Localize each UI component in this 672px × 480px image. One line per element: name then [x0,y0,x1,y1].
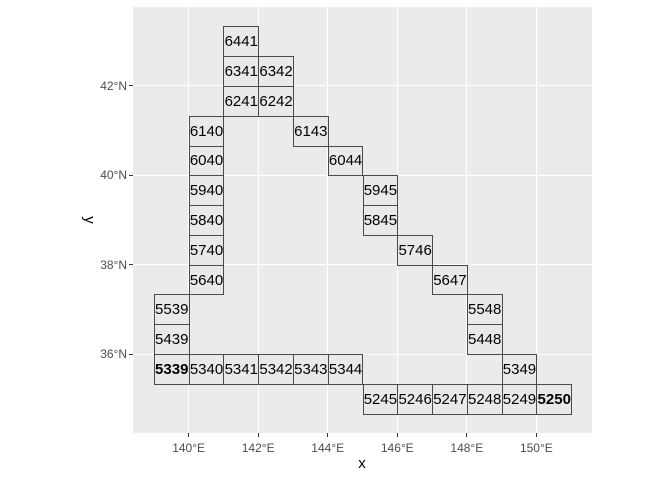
mesh-cell-label: 6441 [224,33,258,51]
x-tick-label: 142°E [241,441,275,455]
mesh-cell-label: 5343 [294,360,328,378]
mesh-cell: 5945 [362,175,399,207]
mesh-cell: 5349 [501,354,538,385]
x-tick-mark [257,433,259,437]
y-axis-title: y [81,216,98,224]
mesh-cell: 6441 [223,26,260,58]
mesh-cell-label: 6044 [328,152,363,170]
mesh-cell-label: 5539 [155,301,189,319]
mesh-cell: 5439 [153,324,190,356]
mesh-cell-label: 6242 [259,92,293,110]
mesh-cell-label: 5740 [189,241,224,259]
x-tick-label: 144°E [311,441,345,455]
mesh-cell-label: 5349 [502,360,537,378]
mesh-cell-label: 5448 [468,331,502,349]
grid-line-vertical [327,7,329,433]
mesh-cell-label: 6241 [224,92,258,110]
y-tick-label: 36°N [100,347,127,362]
mesh-cell: 5539 [153,294,190,326]
mesh-cell: 5647 [432,264,468,296]
mesh-cell-label: 5940 [189,182,224,200]
mesh-cell: 5340 [188,354,225,385]
mesh-cell-label: 6140 [189,122,224,140]
mesh-cell-label: 5945 [363,182,398,200]
mesh-cell: 5339 [153,354,190,385]
y-tick-label: 38°N [100,257,127,272]
x-tick-label: 140°E [172,441,206,455]
x-tick-mark [396,433,398,437]
mesh-cell-label: 5342 [259,360,293,378]
grid-line-horizontal [133,85,592,87]
mesh-cell: 5247 [432,383,468,415]
mesh-cell-label: 5341 [224,360,258,378]
mesh-cell: 5746 [397,234,434,266]
mesh-cell: 5342 [258,354,294,385]
mesh-cell: 6242 [258,85,294,117]
mesh-cell: 6241 [223,85,260,117]
mesh-cell-label: 5249 [502,390,537,408]
mesh-cell-label: 5840 [189,211,224,229]
y-tick-mark [129,353,133,355]
x-tick-mark [327,433,329,437]
y-tick-mark [129,264,133,266]
mesh-cell-label: 5246 [398,390,432,408]
mesh-cell: 5448 [466,324,503,356]
mesh-cell: 5940 [188,175,225,207]
mesh-cell: 5640 [188,264,225,296]
mesh-cell: 5740 [188,234,225,266]
grid-line-vertical [535,7,537,433]
mesh-cell-label: 6040 [189,152,224,170]
grid-line-vertical [466,7,468,433]
x-axis-title: x [358,455,366,472]
mesh-cell: 6044 [327,145,364,177]
mesh-cell-label: 5439 [155,331,189,349]
mesh-cell: 5341 [223,354,260,385]
y-tick-mark [129,85,133,87]
mesh-cell-label: 5647 [433,271,467,289]
mesh-cell-label: 5640 [189,271,224,289]
mesh-cell: 6040 [188,145,225,177]
mesh-cell-label: 5245 [363,390,398,408]
mesh-cell-label: 5344 [328,360,363,378]
mesh-cell-label: 6143 [294,122,328,140]
mesh-cell-label: 5340 [189,360,224,378]
mesh-cell-label: 5250 [537,390,571,408]
x-tick-mark [466,433,468,437]
mesh-cell-label: 6342 [259,63,293,81]
mesh-cell: 5246 [397,383,434,415]
mesh-cell-label: 5845 [363,211,398,229]
x-tick-label: 148°E [450,441,484,455]
x-tick-label: 146°E [380,441,414,455]
mesh-cell: 5845 [362,205,399,236]
grid-line-vertical [257,7,259,433]
mesh-cell-label: 5746 [398,241,432,259]
y-tick-label: 42°N [100,78,127,93]
grid-line-horizontal [133,264,592,266]
mesh-cell-label: 5548 [468,301,502,319]
mesh-cell: 5344 [327,354,364,385]
mesh-cell: 6341 [223,56,260,87]
x-tick-mark [535,433,537,437]
mesh-cell: 6140 [188,115,225,147]
y-tick-label: 40°N [100,168,127,183]
mesh-cell-label: 5248 [468,390,502,408]
mesh-cell: 5249 [501,383,538,415]
mesh-cell: 5248 [466,383,503,415]
mesh-cell: 6342 [258,56,294,87]
mesh-cell-label: 6341 [224,63,258,81]
mesh-cell: 5343 [292,354,329,385]
mesh-cell: 5548 [466,294,503,326]
mesh-cell-label: 5247 [433,390,467,408]
mesh-cell: 5245 [362,383,399,415]
mesh-cell: 6143 [292,115,329,147]
y-tick-mark [129,174,133,176]
mesh-cell: 5840 [188,205,225,236]
x-tick-mark [188,433,190,437]
mesh-cell-label: 5339 [155,360,189,378]
x-tick-label: 150°E [519,441,553,455]
mesh-cell: 5250 [536,383,573,415]
